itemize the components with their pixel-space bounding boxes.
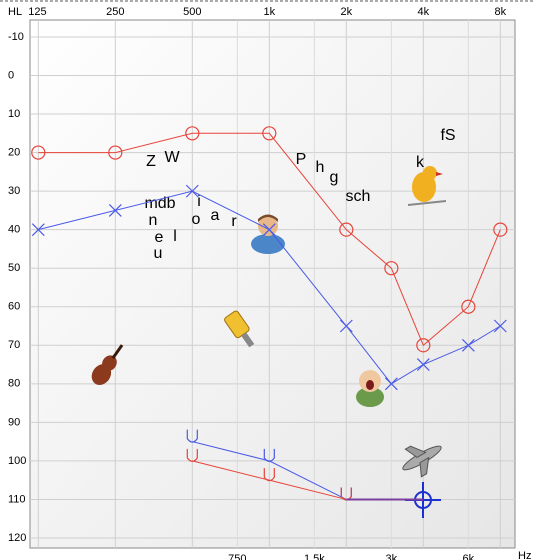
speech-sound: mdb — [144, 195, 175, 212]
y-tick-label: 110 — [8, 493, 26, 505]
marker-circle — [461, 299, 476, 314]
speech-sound: sch — [346, 188, 371, 205]
minor-x-tick-label: 6k — [463, 553, 475, 560]
marker-cross — [416, 358, 430, 371]
marker-cross — [339, 319, 353, 333]
plot-area — [29, 19, 516, 549]
x-tick-label: 4k — [418, 6, 430, 18]
speech-sound: k — [416, 154, 425, 171]
minor-x-tick-label: 1.5k — [304, 553, 325, 560]
marker-bracket — [340, 487, 352, 501]
speech-sound: e — [155, 229, 164, 246]
speech-sound: W — [164, 149, 180, 166]
y-tick-label: 120 — [8, 532, 26, 544]
series-line — [38, 132, 501, 347]
y-tick-label: 90 — [8, 416, 20, 428]
marker-cross — [262, 223, 276, 237]
marker-bracket — [263, 448, 275, 462]
speech-sound: Z — [146, 153, 156, 170]
speech-sound: r — [231, 213, 237, 230]
speech-sound: u — [154, 245, 163, 262]
marker-cross — [384, 377, 398, 391]
y-tick-label: -10 — [8, 31, 24, 43]
speech-sound: h — [316, 159, 325, 176]
y-tick-label: 10 — [8, 108, 20, 120]
x-tick-label: 250 — [106, 6, 124, 18]
marker-circle — [31, 145, 46, 160]
bird-icon — [407, 166, 447, 206]
marker-circle — [339, 222, 354, 237]
speech-sound: fS — [440, 127, 455, 144]
tool-icon — [224, 310, 255, 348]
speech-sound: a — [211, 207, 220, 224]
y-tick-label: 100 — [8, 455, 26, 467]
y-tick-label: 30 — [8, 185, 20, 197]
x-tick-label: 2k — [341, 6, 353, 18]
y-tick-label: 40 — [8, 224, 20, 236]
y-tick-label: 20 — [8, 146, 20, 158]
marker-cross — [493, 319, 507, 333]
marker-circle — [108, 145, 123, 160]
speech-sound: P — [296, 151, 307, 168]
y-tick-label: 50 — [8, 262, 20, 274]
marker-cross — [108, 203, 122, 217]
marker-circle — [262, 126, 277, 141]
y-tick-label: 60 — [8, 301, 20, 313]
y-tick-label: 80 — [8, 378, 20, 390]
marker-cross — [461, 338, 475, 352]
x-tick-label: 125 — [28, 6, 46, 18]
y-tick-label: 0 — [8, 69, 14, 81]
x-tick-label: 500 — [183, 6, 201, 18]
minor-x-tick-label: 3k — [386, 553, 398, 560]
speech-sound: i — [197, 193, 201, 210]
marker-circle — [384, 261, 399, 276]
marker-bracket — [186, 429, 198, 443]
marker-cross — [185, 184, 199, 198]
x-unit-label: HL — [8, 6, 22, 18]
x-tick-label: 8k — [495, 6, 507, 18]
marker-circle — [493, 222, 508, 237]
violin-icon — [91, 344, 124, 385]
marker-circle — [185, 126, 200, 141]
marker-circle — [416, 338, 431, 353]
x-tick-label: 1k — [263, 6, 275, 18]
speech-sound: o — [192, 211, 201, 228]
marker-bracket — [263, 468, 275, 482]
marker-bracket — [186, 448, 198, 462]
plane-icon — [402, 445, 442, 478]
baby-icon — [356, 370, 384, 407]
speech-sound: n — [149, 212, 158, 229]
y-tick-label: 70 — [8, 339, 20, 351]
marker-cross — [31, 223, 45, 237]
x-axis-label: Hz — [518, 550, 531, 560]
speech-sound: l — [173, 228, 177, 245]
minor-x-tick-label: 750 — [228, 553, 246, 560]
speech-sound: g — [330, 169, 339, 186]
